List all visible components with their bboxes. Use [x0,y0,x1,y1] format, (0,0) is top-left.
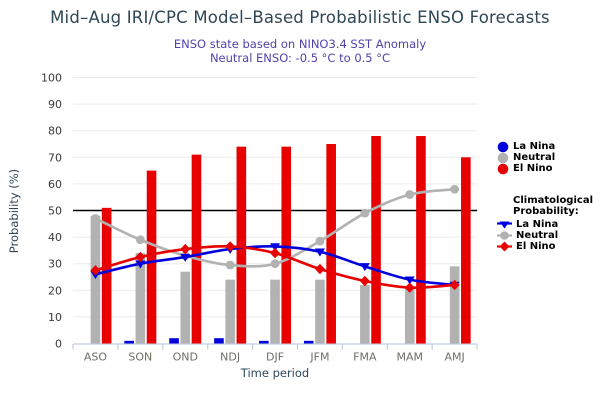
x-tick-label: DJF [266,351,284,364]
x-tick-label: JFM [309,351,329,364]
climatological-lines [90,184,460,293]
bar-el_nino-JFM [326,144,336,344]
marker-diamond [404,282,415,293]
marker-triangle-down [404,276,415,285]
y-tick-label: 100 [41,72,62,85]
legend-clim-header-line2: Probability: [513,205,579,217]
bar-neutral-MAM [404,287,415,344]
y-tick-label: 70 [48,151,62,164]
legend-item-label: Neutral [513,152,556,163]
legend-item-label: El Nino [513,163,553,174]
bar-neutral-DJF [270,279,280,344]
neutral-circle-line-icon [497,231,512,240]
y-tick-label: 10 [48,311,62,324]
marker-diamond [270,247,281,259]
bar-neutral-AMJ [449,266,460,344]
bar-neutral-FMA [360,284,370,344]
bar-neutral-JFM [315,279,325,344]
marker-triangle-down [314,248,325,257]
legend-item-clim-neutral: Neutral [497,230,599,241]
bar-el_nino-MAM [416,136,426,344]
x-tick-label: SON [128,351,152,364]
bar-el_nino-ASO [101,207,112,344]
marker-diamond [90,265,101,276]
legend-item-neutral: Neutral [497,152,599,163]
legend-item-label: La Nina [516,219,559,230]
y-tick-label: 50 [48,205,62,218]
chart-subtitle-line2: Neutral ENSO: -0.5 °C to 0.5 °C [209,51,391,65]
y-tick-label: 20 [48,284,62,297]
bar-la_nina-JFM [303,340,314,344]
legend-item-el-nino: El Nino [497,163,599,174]
y-tick-label: 30 [48,258,62,271]
marker-triangle-down [135,260,146,269]
marker-diamond [359,275,370,287]
marker-diamond [225,241,236,252]
marker-circle [315,236,325,246]
x-axis-title: Time period [240,366,310,380]
bar-el_nino-DJF [281,146,292,344]
bar-el_nino-NDJ [236,146,247,344]
marker-diamond [180,243,191,255]
marker-circle [450,184,460,194]
bar-la_nina-NDJ [214,338,224,344]
marker-diamond [449,279,460,291]
y-tick-label: 0 [55,338,62,351]
legend-item-label: El Nino [516,241,556,252]
el-nino-circle-icon [497,163,509,174]
x-axis: ASO SON OND NDJ DJF JFM FMA MAM AMJ [72,343,478,364]
bar-la_nina-DJF [259,340,269,344]
el-nino-diamond-line-icon [497,241,512,252]
legend-item-clim-la-nina: La Nina [497,219,599,230]
marker-circle [360,208,370,218]
bar-el_nino-AMJ [461,157,471,344]
bar-neutral-SON [135,253,146,344]
marker-triangle-down [180,253,191,262]
x-tick-label: ASO [84,351,108,364]
bar-el_nino-FMA [371,136,381,344]
y-tick-label: 60 [48,178,62,191]
y-tick-label: 40 [48,231,62,244]
bar-neutral-ASO [90,215,101,344]
x-tick-label: MAM [396,351,423,364]
legend-clim-header-line1: Climatological [513,195,593,206]
marker-circle [405,190,415,199]
marker-circle [135,235,145,245]
bar-neutral-OND [180,271,191,344]
bars [90,136,471,344]
x-tick-label: OND [173,351,198,364]
y-tick-label: 80 [48,125,62,138]
y-tick-labels: 0 10 20 30 40 50 60 70 80 90 100 [41,72,62,351]
bar-la_nina-SON [124,340,134,344]
marker-circle [225,260,235,270]
la-nina-circle-icon [497,141,509,152]
chart-title: Mid–Aug IRI/CPC Model–Based Probabilisti… [50,8,550,27]
neutral-circle-icon [497,152,509,163]
legend-item-label: Neutral [516,230,559,241]
marker-circle [270,259,280,269]
marker-circle [91,214,100,223]
bar-el_nino-SON [146,170,157,344]
marker-triangle-down [270,243,281,252]
x-tick-label: FMA [353,351,377,364]
x-tick-label: AMJ [445,351,465,364]
bar-neutral-NDJ [225,279,235,344]
marker-diamond [314,263,325,275]
legend-item-clim-el-nino: El Nino [497,241,599,252]
la-nina-triangle-line-icon [497,221,512,229]
marker-diamond [135,251,146,263]
y-tick-label: 90 [48,98,62,111]
marker-triangle-down [359,263,370,272]
chart-legend: La Nina Neutral El Nino Climatological P… [497,141,599,252]
legend-item-la-nina: La Nina [497,141,599,152]
chart-subtitle-line1: ENSO state based on NINO3.4 SST Anomaly [173,37,427,51]
legend-item-label: La Nina [513,141,556,152]
x-tick-label: NDJ [220,351,240,364]
bar-la_nina-OND [169,338,179,344]
